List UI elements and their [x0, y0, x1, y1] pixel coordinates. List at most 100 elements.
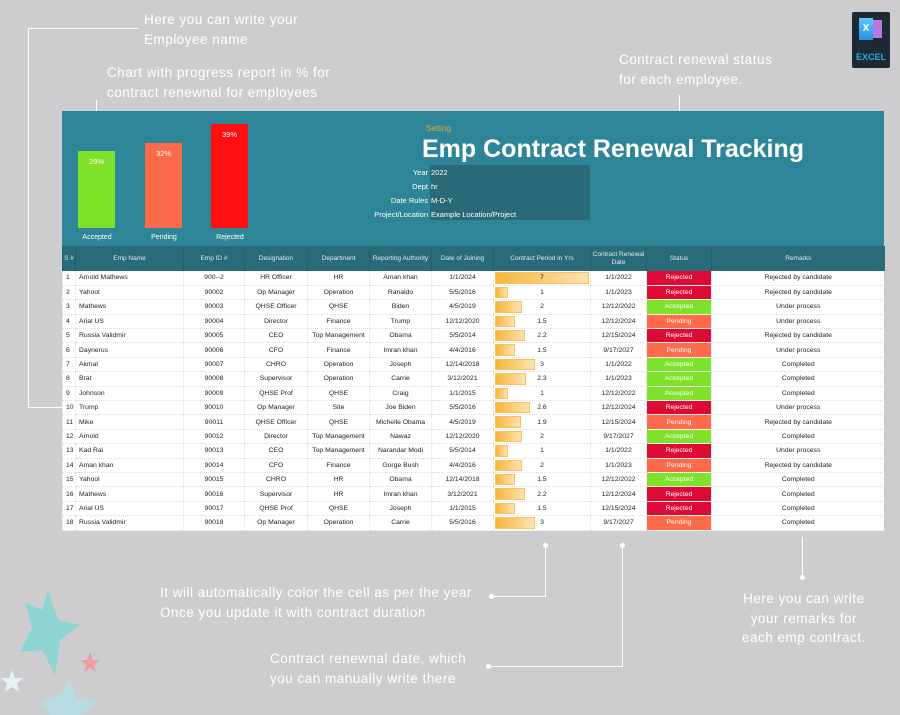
- setting-link[interactable]: Setting: [426, 124, 451, 133]
- cell-remarks[interactable]: Rejected by candidate: [711, 285, 885, 301]
- cell-contract-renewal-date[interactable]: 1/1/2022: [590, 357, 647, 373]
- cell-designation[interactable]: QHSE Officer: [244, 299, 308, 315]
- cell-emp-name[interactable]: Mathews: [75, 299, 184, 315]
- cell-reporting-authority[interactable]: Narandar Modi: [369, 443, 432, 459]
- cell-remarks[interactable]: Rejected by candidate: [711, 328, 885, 344]
- cell-reporting-authority[interactable]: Obama: [369, 328, 432, 344]
- cell-emp-id[interactable]: 900--2: [183, 271, 245, 286]
- cell-contract-period-in-yrs[interactable]: 2.3: [493, 371, 591, 387]
- cell-s[interactable]: 9: [62, 386, 76, 402]
- status-badge[interactable]: Pending: [646, 342, 712, 358]
- cell-emp-name[interactable]: Arial US: [75, 314, 184, 330]
- cell-department[interactable]: QHSE: [307, 386, 370, 402]
- cell-date-of-joining[interactable]: 5/5/2014: [431, 443, 494, 459]
- cell-designation[interactable]: QHSE Prof: [244, 386, 308, 402]
- cell-contract-renewal-date[interactable]: 12/12/2024: [590, 400, 647, 416]
- column-header[interactable]: Date of Joining: [431, 246, 494, 271]
- cell-reporting-authority[interactable]: Imran khan: [369, 486, 432, 502]
- cell-emp-id[interactable]: 90010: [183, 400, 245, 416]
- cell-remarks[interactable]: Under process: [711, 443, 885, 459]
- cell-department[interactable]: Top Management: [307, 429, 370, 445]
- cell-contract-period-in-yrs[interactable]: 1.5: [493, 342, 591, 358]
- cell-emp-name[interactable]: Arnold: [75, 429, 184, 445]
- cell-contract-renewal-date[interactable]: 9/17/2027: [590, 342, 647, 358]
- column-header[interactable]: S #: [62, 246, 76, 271]
- cell-contract-renewal-date[interactable]: 12/12/2022: [590, 472, 647, 488]
- cell-department[interactable]: Site: [307, 400, 370, 416]
- cell-emp-id[interactable]: 90018: [183, 515, 245, 531]
- cell-s[interactable]: 16: [62, 486, 76, 502]
- cell-emp-name[interactable]: Arnold Mathews: [75, 271, 184, 286]
- cell-remarks[interactable]: Under process: [711, 342, 885, 358]
- cell-emp-name[interactable]: Mathews: [75, 486, 184, 502]
- cell-contract-period-in-yrs[interactable]: 1: [493, 386, 591, 402]
- cell-contract-period-in-yrs[interactable]: 7: [493, 271, 591, 286]
- column-header[interactable]: Reporting Authority: [369, 246, 432, 271]
- cell-department[interactable]: Operation: [307, 285, 370, 301]
- cell-emp-name[interactable]: Mike: [75, 414, 184, 430]
- status-badge[interactable]: Rejected: [646, 328, 712, 344]
- cell-emp-id[interactable]: 90006: [183, 342, 245, 358]
- cell-designation[interactable]: QHSE Officer: [244, 414, 308, 430]
- cell-designation[interactable]: HR Officer: [244, 271, 308, 286]
- status-badge[interactable]: Accepted: [646, 429, 712, 445]
- cell-emp-id[interactable]: 90004: [183, 314, 245, 330]
- cell-date-of-joining[interactable]: 1/1/2015: [431, 501, 494, 517]
- cell-department[interactable]: QHSE: [307, 299, 370, 315]
- cell-emp-name[interactable]: Kad Rai: [75, 443, 184, 459]
- cell-contract-renewal-date[interactable]: 12/15/2024: [590, 328, 647, 344]
- cell-department[interactable]: Operation: [307, 357, 370, 373]
- cell-reporting-authority[interactable]: Trump: [369, 314, 432, 330]
- cell-designation[interactable]: Op Manager: [244, 285, 308, 301]
- cell-emp-id[interactable]: 90016: [183, 486, 245, 502]
- cell-emp-name[interactable]: Yahool: [75, 285, 184, 301]
- cell-date-of-joining[interactable]: 5/5/2016: [431, 285, 494, 301]
- info-value-year[interactable]: 2022: [431, 168, 448, 177]
- cell-remarks[interactable]: Completed: [711, 386, 885, 402]
- cell-emp-id[interactable]: 90008: [183, 371, 245, 387]
- cell-contract-renewal-date[interactable]: 12/12/2022: [590, 386, 647, 402]
- cell-contract-renewal-date[interactable]: 12/15/2024: [590, 414, 647, 430]
- status-badge[interactable]: Rejected: [646, 400, 712, 416]
- info-value-dept[interactable]: hr: [431, 182, 438, 191]
- cell-contract-period-in-yrs[interactable]: 2: [493, 429, 591, 445]
- cell-contract-renewal-date[interactable]: 9/17/2027: [590, 515, 647, 531]
- column-header[interactable]: Emp Name: [75, 246, 184, 271]
- status-badge[interactable]: Rejected: [646, 285, 712, 301]
- cell-s[interactable]: 18: [62, 515, 76, 531]
- cell-s[interactable]: 3: [62, 299, 76, 315]
- cell-date-of-joining[interactable]: 4/5/2019: [431, 414, 494, 430]
- cell-remarks[interactable]: Rejected by candidate: [711, 414, 885, 430]
- cell-contract-renewal-date[interactable]: 12/15/2024: [590, 501, 647, 517]
- cell-reporting-authority[interactable]: Obama: [369, 472, 432, 488]
- cell-date-of-joining[interactable]: 3/12/2021: [431, 371, 494, 387]
- cell-department[interactable]: Top Management: [307, 443, 370, 459]
- cell-contract-period-in-yrs[interactable]: 2: [493, 299, 591, 315]
- status-badge[interactable]: Rejected: [646, 271, 712, 286]
- cell-department[interactable]: Top Management: [307, 328, 370, 344]
- cell-contract-period-in-yrs[interactable]: 2: [493, 458, 591, 473]
- status-badge[interactable]: Accepted: [646, 371, 712, 387]
- cell-contract-renewal-date[interactable]: 12/12/2022: [590, 299, 647, 315]
- cell-designation[interactable]: Op Manager: [244, 400, 308, 416]
- cell-emp-name[interactable]: Trump: [75, 400, 184, 416]
- cell-emp-id[interactable]: 90014: [183, 458, 245, 473]
- cell-contract-renewal-date[interactable]: 1/1/2022: [590, 443, 647, 459]
- cell-designation[interactable]: Op Manager: [244, 515, 308, 531]
- column-header[interactable]: Emp ID #: [183, 246, 245, 271]
- cell-contract-period-in-yrs[interactable]: 2.6: [493, 400, 591, 416]
- cell-s[interactable]: 5: [62, 328, 76, 344]
- cell-emp-name[interactable]: Yahool: [75, 472, 184, 488]
- cell-designation[interactable]: CEO: [244, 443, 308, 459]
- cell-reporting-authority[interactable]: Aman khan: [369, 271, 432, 286]
- cell-s[interactable]: 7: [62, 357, 76, 373]
- status-badge[interactable]: Accepted: [646, 357, 712, 373]
- cell-contract-period-in-yrs[interactable]: 3: [493, 515, 591, 531]
- cell-department[interactable]: Finance: [307, 314, 370, 330]
- status-badge[interactable]: Rejected: [646, 486, 712, 502]
- column-header[interactable]: Designation: [244, 246, 308, 271]
- cell-date-of-joining[interactable]: 12/14/2018: [431, 472, 494, 488]
- status-badge[interactable]: Pending: [646, 414, 712, 430]
- cell-emp-name[interactable]: Russia Validmir: [75, 328, 184, 344]
- cell-designation[interactable]: CEO: [244, 328, 308, 344]
